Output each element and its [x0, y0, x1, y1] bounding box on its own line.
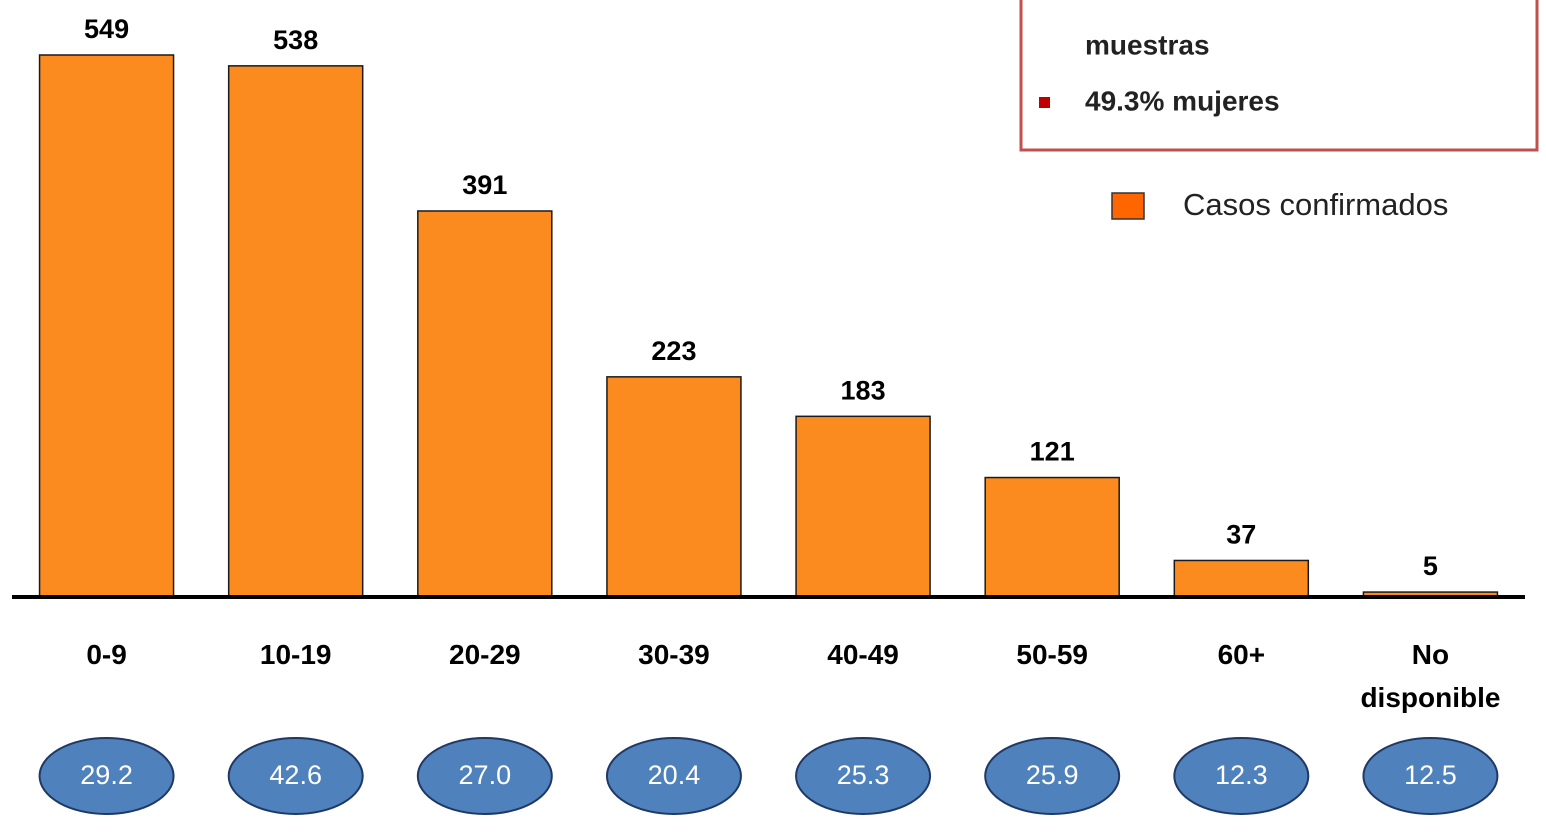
- value-label: 391: [462, 170, 507, 200]
- bar: [227, 65, 364, 598]
- x-tick-label: 20-29: [449, 639, 521, 670]
- ellipse-label: 29.2: [80, 760, 133, 790]
- ellipse-label: 12.5: [1404, 760, 1457, 790]
- ellipse-marker: [1362, 737, 1499, 815]
- x-tick-label: 40-49: [827, 639, 899, 670]
- ellipse-marker: [795, 737, 932, 815]
- ellipse-marker: [227, 737, 364, 815]
- ellipse-label: 25.3: [837, 760, 890, 790]
- ellipse-marker: [605, 737, 742, 815]
- ellipse-marker: [1173, 737, 1310, 815]
- bar: [1173, 559, 1310, 598]
- annotation-box: [1019, 0, 1539, 152]
- x-tick-label: 0-9: [86, 639, 127, 670]
- x-tick-label: 10-19: [259, 639, 332, 670]
- x-tick-label: 50-59: [1016, 639, 1088, 670]
- bar: [795, 415, 931, 598]
- legend-swatch: [1111, 192, 1145, 220]
- annotation-text: muestras: [1085, 29, 1210, 60]
- value-label: 223: [651, 336, 696, 366]
- ellipse-marker: [416, 737, 553, 815]
- x-tick-label: 30-39: [638, 639, 710, 670]
- ellipse-label: 42.6: [269, 760, 322, 790]
- value-label: 538: [273, 25, 318, 55]
- ellipse-marker: [38, 737, 175, 815]
- bar: [417, 210, 553, 598]
- ellipse-label: 20.4: [648, 760, 701, 790]
- ellipse-label: 25.9: [1026, 760, 1079, 790]
- bar: [984, 476, 1120, 598]
- bar: [606, 376, 742, 598]
- ellipse-label: 27.0: [459, 760, 512, 790]
- value-label: 549: [84, 14, 129, 44]
- x-tick-label: No disponible: [1360, 639, 1501, 713]
- ellipse-label: 12.3: [1215, 760, 1268, 790]
- ellipse-marker: [984, 737, 1121, 815]
- bullet: [1039, 97, 1050, 108]
- value-label: 121: [1030, 437, 1075, 467]
- annotation-text: 49.3% mujeres: [1085, 85, 1280, 116]
- value-label: 37: [1226, 520, 1256, 550]
- x-tick-label: 60+: [1217, 639, 1266, 670]
- value-label: 183: [841, 375, 886, 405]
- value-label: 5: [1423, 551, 1438, 581]
- legend-label: Casos confirmados: [1183, 187, 1448, 222]
- bar: [38, 54, 175, 598]
